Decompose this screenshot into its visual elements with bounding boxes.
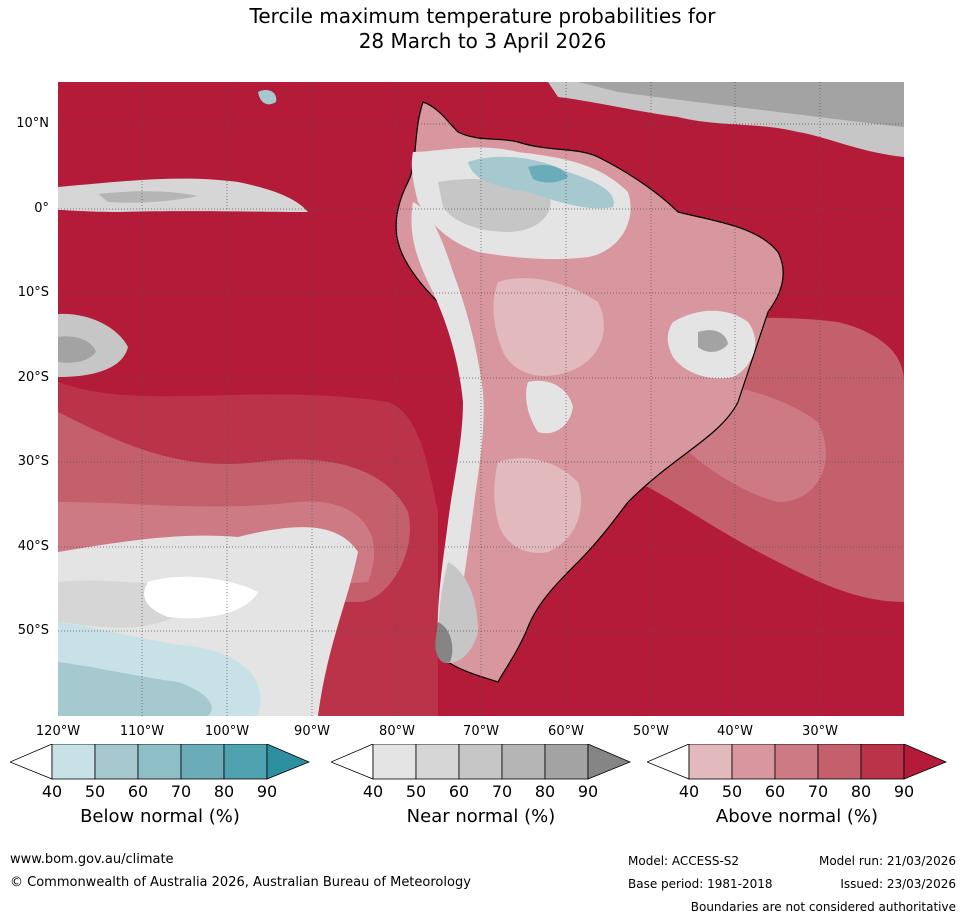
above-normal-swatch-0 [647, 744, 690, 780]
above-normal-colorbar [647, 744, 947, 780]
near-normal-swatch-5 [544, 744, 589, 780]
andes-near-normal-strip [411, 202, 484, 646]
east-brazil-near-normal-core [698, 330, 728, 352]
website-link[interactable]: www.bom.gov.au/climate [10, 852, 174, 867]
caribbean-below-normal-patch [258, 90, 277, 105]
lon-label-50w: 50°W [633, 724, 669, 739]
above-normal-swatch-5 [860, 744, 905, 780]
lon-label-70w: 70°W [463, 724, 499, 739]
near-normal-swatch-4 [501, 744, 546, 780]
below-normal-tick: 70 [170, 782, 192, 801]
south-pacific-below-normal-60 [58, 662, 212, 716]
map-title: Tercile maximum temperature probabilitie… [0, 4, 965, 54]
patagonia-near-normal-core [435, 622, 453, 663]
lat-label-40s: 40°S [17, 539, 49, 554]
south-pacific-white-patch [144, 576, 258, 619]
lat-label-10n: 10°N [16, 116, 49, 131]
lon-label-40w: 40°W [717, 724, 753, 739]
above-normal-swatch-1 [688, 744, 733, 780]
central-sa-above-normal-60 [493, 278, 604, 376]
copyright-text: © Commonwealth of Australia 2026, Austra… [10, 875, 471, 890]
lon-label-60w: 60°W [548, 724, 584, 739]
lon-label-30w: 30°W [802, 724, 838, 739]
near-normal-tick: 50 [405, 782, 427, 801]
above-normal-tick: 40 [678, 782, 700, 801]
above-normal-swatch-4 [817, 744, 862, 780]
lat-label-0: 0° [34, 201, 49, 216]
near-normal-swatch-0 [331, 744, 374, 780]
northern-sa-near-normal-60 [438, 179, 551, 232]
model-name: Model: ACCESS-S2 [628, 854, 740, 868]
near-normal-tick: 40 [362, 782, 384, 801]
near-normal-colorbar-title: Near normal (%) [406, 806, 556, 827]
lat-label-30s: 30°S [17, 454, 49, 469]
near-normal-swatch-6 [587, 744, 631, 780]
near-normal-tick: 80 [534, 782, 556, 801]
below-normal-tick: 60 [127, 782, 149, 801]
equatorial-pacific-near-normal-70 [98, 191, 198, 203]
above-normal-tick: 80 [850, 782, 872, 801]
west-pacific-near-normal-core [58, 336, 96, 363]
below-normal-tick: 90 [256, 782, 278, 801]
southern-sa-above-normal-60 [494, 458, 582, 553]
lon-label-80w: 80°W [379, 724, 415, 739]
near-normal-tick: 90 [577, 782, 599, 801]
above-normal-tick: 90 [893, 782, 915, 801]
lat-label-10s: 10°S [17, 285, 49, 300]
below-normal-swatch-3 [137, 744, 182, 780]
near-normal-swatch-3 [458, 744, 503, 780]
near-normal-colorbar [331, 744, 631, 780]
above-normal-colorbar-title: Above normal (%) [715, 806, 879, 827]
above-normal-tick: 70 [807, 782, 829, 801]
lat-label-20s: 20°S [17, 370, 49, 385]
below-normal-swatch-4 [180, 744, 225, 780]
below-normal-swatch-6 [266, 744, 310, 780]
northern-sa-below-normal-core [528, 165, 568, 183]
base-period: Base period: 1981-2018 [628, 877, 773, 891]
below-normal-colorbar [10, 744, 310, 780]
below-normal-tick: 80 [213, 782, 235, 801]
near-normal-tick: 60 [448, 782, 470, 801]
above-normal-swatch-2 [731, 744, 776, 780]
graticule [58, 82, 904, 716]
below-normal-colorbar-title: Below normal (%) [80, 806, 240, 827]
central-sa-near-normal-patch [526, 380, 573, 434]
boundaries-disclaimer: Boundaries are not considered authoritat… [690, 900, 956, 914]
below-normal-tick: 40 [41, 782, 63, 801]
near-normal-swatch-2 [415, 744, 460, 780]
lon-label-90w: 90°W [294, 724, 330, 739]
model-run-date: Model run: 21/03/2026 [818, 854, 956, 868]
northern-sa-below-normal-patch [468, 156, 614, 209]
above-normal-tick: 60 [764, 782, 786, 801]
issued-date: Issued: 23/03/2026 [840, 877, 956, 891]
below-normal-swatch-1 [51, 744, 96, 780]
map-title-line-1: Tercile maximum temperature probabilitie… [249, 4, 716, 28]
map-title-line-2: 28 March to 3 April 2026 [358, 29, 607, 53]
above-normal-swatch-6 [903, 744, 947, 780]
below-normal-swatch-0 [10, 744, 53, 780]
below-normal-swatch-5 [223, 744, 268, 780]
lon-label-100w: 100°W [204, 724, 250, 739]
probability-map [58, 82, 904, 716]
lat-label-50s: 50°S [17, 623, 49, 638]
north-atlantic-near-normal-core [578, 82, 904, 127]
near-normal-swatch-1 [372, 744, 417, 780]
lon-label-120w: 120°W [35, 724, 81, 739]
near-normal-tick: 70 [491, 782, 513, 801]
above-normal-tick: 50 [721, 782, 743, 801]
above-normal-swatch-3 [774, 744, 819, 780]
below-normal-tick: 50 [84, 782, 106, 801]
below-normal-swatch-2 [94, 744, 139, 780]
lon-label-110w: 110°W [119, 724, 165, 739]
